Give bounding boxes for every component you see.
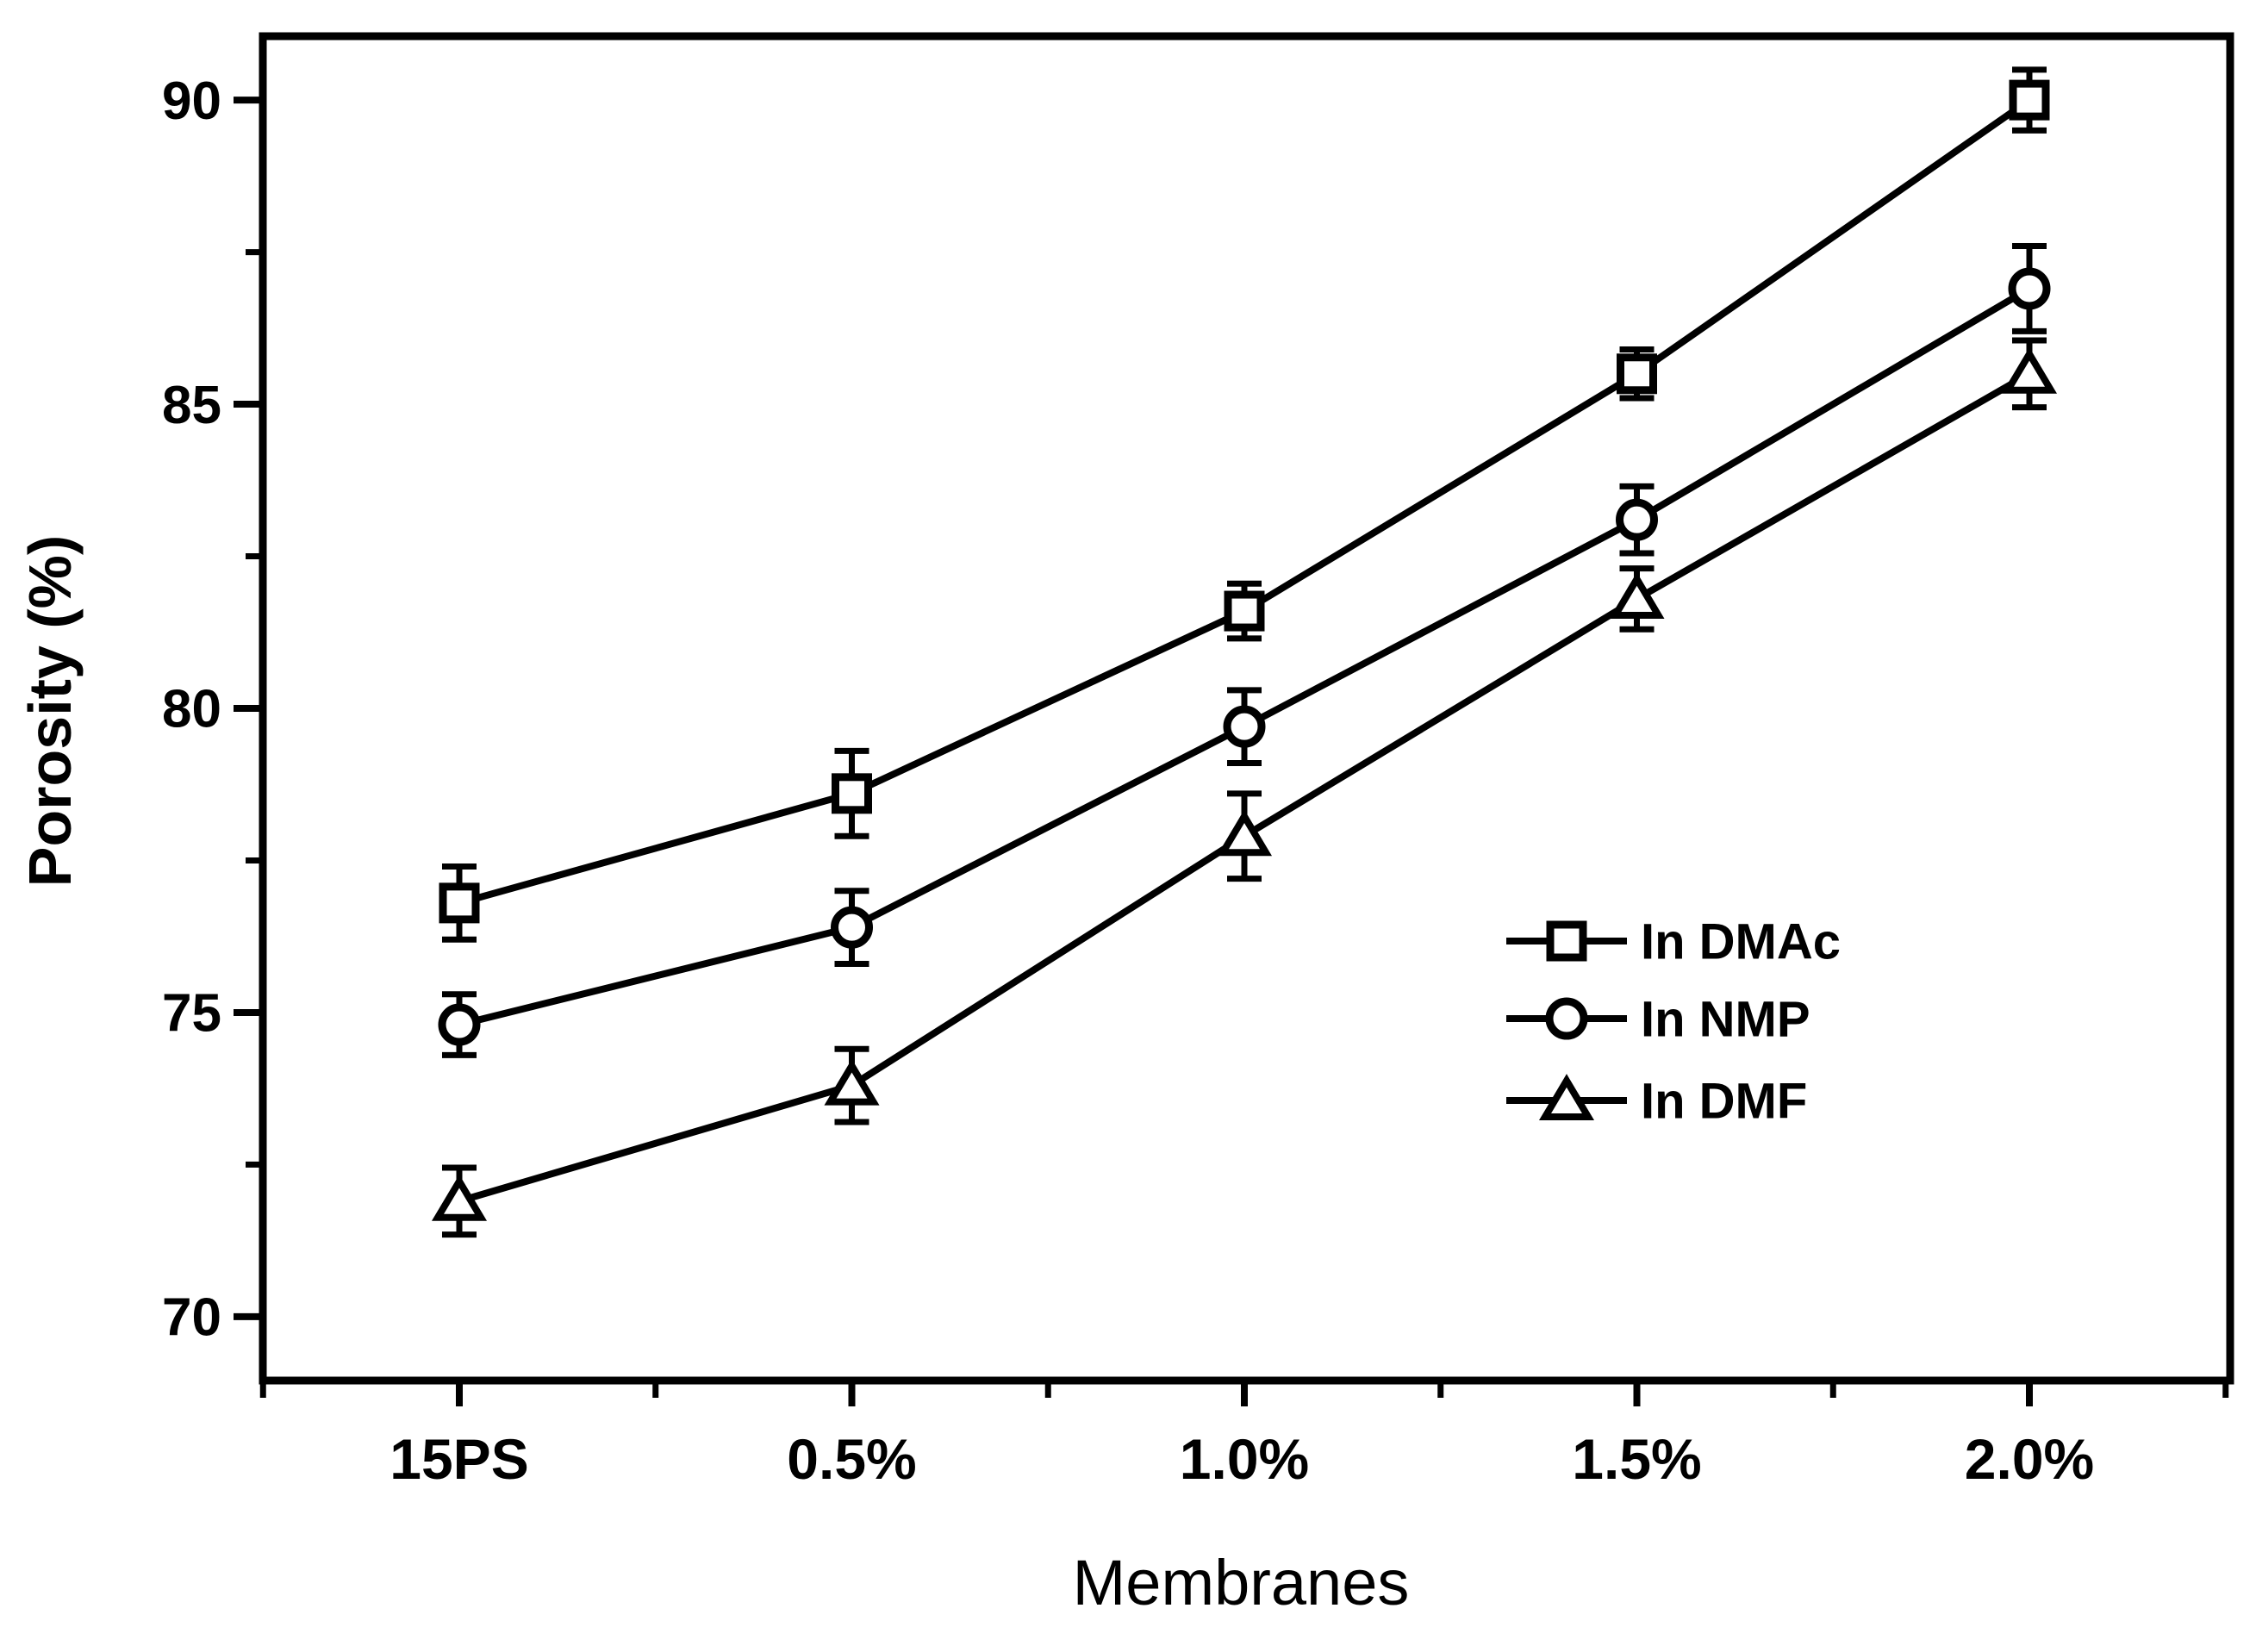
series-in-dmac [439,66,2050,943]
marker-circle [2008,267,2051,310]
y-axis-title: Porosity (%) [16,535,84,887]
marker-triangle [2001,346,2058,394]
marker-square [1546,920,1587,962]
legend-label: In NMP [1641,991,1810,1047]
marker-triangle [431,1174,488,1221]
x-tick-label: 15PS [390,1427,528,1491]
marker-circle [1223,705,1266,748]
x-axis-title: Membranes [1073,1547,1410,1618]
series-in-nmp [438,243,2051,1058]
marker-triangle [1216,809,1273,857]
marker-circle [831,906,873,949]
legend-label: In DMAc [1641,913,1841,969]
legend-item: In DMAc [1506,913,1841,969]
x-tick-label: 1.0% [1180,1427,1309,1491]
marker-square [1617,353,1657,395]
legend-label: In DMF [1641,1073,1807,1129]
legend-item: In DMF [1506,1073,1807,1129]
legend: In DMAc In NMP In DMF [1506,913,1841,1129]
series-line [458,97,2032,907]
x-tick-label: 0.5% [787,1427,916,1491]
y-tick-label: 75 [162,984,221,1044]
y-tick-label: 80 [162,680,221,739]
marker-circle [1545,997,1588,1040]
marker-square [1224,590,1265,632]
axes-group: 70 75 80 85 90 15PS 0.5% 1.0% 1.5% 2.0% [162,72,2229,1491]
legend-item: In NMP [1506,991,1810,1047]
marker-triangle [824,1058,880,1106]
series-group [431,66,2058,1238]
marker-circle [438,1003,481,1046]
y-tick-label: 90 [162,72,221,131]
y-tick-label: 85 [162,376,221,435]
marker-triangle [1609,572,1665,619]
x-tick-label: 1.5% [1572,1427,1701,1491]
marker-triangle [1538,1074,1595,1120]
y-tick-label: 70 [162,1288,221,1348]
marker-square [832,773,872,814]
marker-square [2009,79,2050,121]
x-tick-label: 2.0% [1965,1427,2094,1491]
marker-circle [1616,498,1658,541]
series-in-dmf [431,337,2058,1238]
marker-square [439,882,480,924]
